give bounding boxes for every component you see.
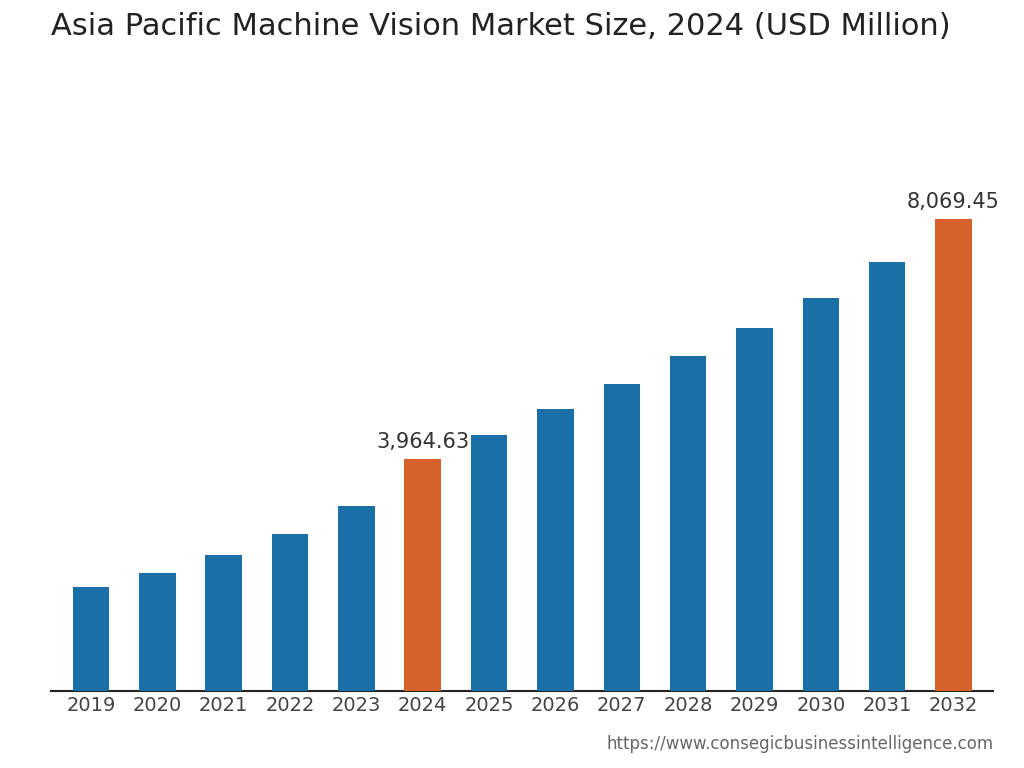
Bar <box>139 573 175 691</box>
Bar <box>803 298 839 691</box>
Bar <box>338 505 375 691</box>
Bar <box>404 459 441 691</box>
Text: 8,069.45: 8,069.45 <box>907 192 999 212</box>
Bar <box>603 384 640 691</box>
Bar <box>538 409 573 691</box>
Bar <box>736 329 773 691</box>
Bar <box>935 219 972 691</box>
Bar <box>73 587 110 691</box>
Bar <box>869 263 905 691</box>
Text: 3,964.63: 3,964.63 <box>376 432 469 452</box>
Text: Asia Pacific Machine Vision Market Size, 2024 (USD Million): Asia Pacific Machine Vision Market Size,… <box>51 12 951 41</box>
Bar <box>670 356 707 691</box>
Bar <box>471 435 507 691</box>
Bar <box>206 554 242 691</box>
Text: https://www.consegicbusinessintelligence.com: https://www.consegicbusinessintelligence… <box>606 735 993 753</box>
Bar <box>271 535 308 691</box>
